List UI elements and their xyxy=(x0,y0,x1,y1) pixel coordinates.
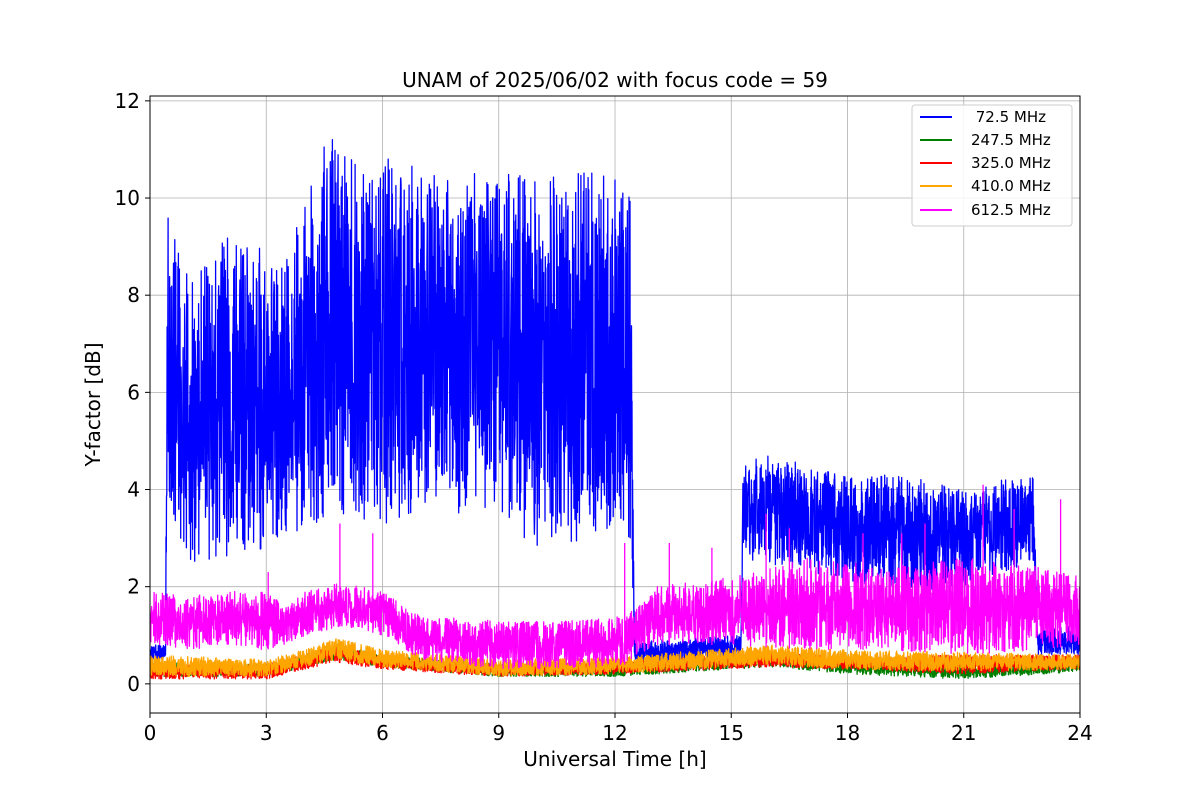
x-tick-label: 24 xyxy=(1067,721,1092,745)
series-layer xyxy=(150,139,1080,680)
y-tick-label: 8 xyxy=(127,283,140,307)
y-tick-label: 0 xyxy=(127,672,140,696)
legend-label-247-5: 247.5 MHz xyxy=(971,131,1051,149)
x-tick-label: 9 xyxy=(492,721,505,745)
y-tick-label: 12 xyxy=(115,89,140,113)
x-axis-label: Universal Time [h] xyxy=(523,747,706,771)
x-tick-label: 21 xyxy=(951,721,976,745)
x-tick-label: 12 xyxy=(602,721,627,745)
x-tick-label: 6 xyxy=(376,721,389,745)
chart-title: UNAM of 2025/06/02 with focus code = 59 xyxy=(402,68,828,92)
legend-label-612-5: 612.5 MHz xyxy=(971,201,1051,219)
x-tick-label: 15 xyxy=(719,721,744,745)
legend-box xyxy=(911,104,1073,227)
x-tick-label: 18 xyxy=(835,721,860,745)
legend-label-410-0: 410.0 MHz xyxy=(971,177,1051,195)
series-line-410-0-mhz xyxy=(150,638,1080,678)
y-tick-label: 6 xyxy=(127,380,140,404)
y-tick-label: 10 xyxy=(115,186,140,210)
y-tick-label: 2 xyxy=(127,575,140,599)
legend: 72.5 MHz 247.5 MHz 325.0 MHz 410.0 MHz 6… xyxy=(911,104,1073,227)
y-tick-label: 4 xyxy=(127,478,140,502)
y-axis-label: Y-factor [dB] xyxy=(81,342,105,467)
x-tick-label: 0 xyxy=(144,721,157,745)
x-tick-label: 3 xyxy=(260,721,273,745)
legend-label-72-5: 72.5 MHz xyxy=(971,108,1046,126)
series-line-612-5-mhz xyxy=(150,484,1080,670)
legend-label-325-0: 325.0 MHz xyxy=(971,154,1051,172)
